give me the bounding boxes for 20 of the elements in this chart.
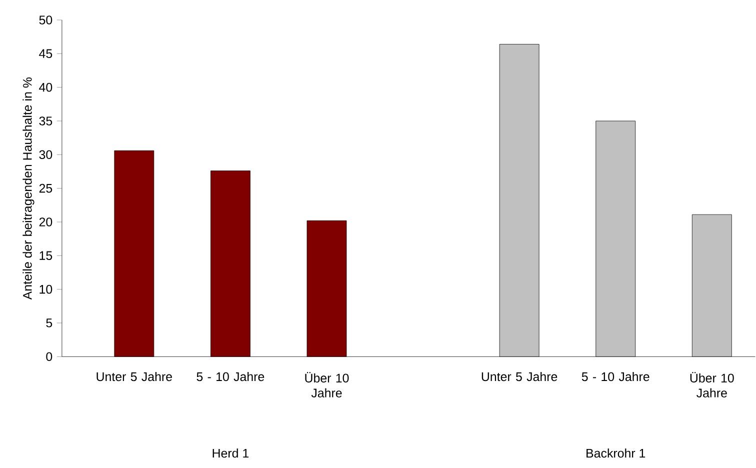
y-tick-label: 45 (39, 50, 52, 58)
y-tick-label: 0 (46, 352, 52, 362)
y-tick-label: 5 (46, 318, 52, 328)
y-tick-label: 15 (40, 252, 52, 260)
y-tick-label: 30 (39, 150, 52, 160)
text: Herd 1 (212, 448, 248, 458)
y-tick-label: 25 (39, 184, 52, 193)
y-tick-label: 20 (39, 218, 52, 227)
x-tick-label: Über 10 Jahre (305, 372, 349, 398)
text: Backrohr 1 (586, 448, 646, 458)
y-tick-label: 10 (40, 285, 52, 294)
x-tick-label: Unter 5 Jahre (96, 372, 172, 382)
x-tick-label: Unter 5 Jahre (482, 372, 558, 382)
y-axis-title: Anteile der beitragenden Haushalte in % (22, 78, 34, 300)
x-tick-label: Über 10 Jahre (690, 372, 734, 398)
y-tick-label: 40 (39, 83, 52, 92)
x-tick-label: 5 - 10 Jahre (196, 372, 264, 382)
y-tick-label: 35 (39, 116, 52, 126)
x-tick-label: 5 - 10 Jahre (582, 372, 650, 382)
y-tick-label: 50 (39, 16, 52, 25)
